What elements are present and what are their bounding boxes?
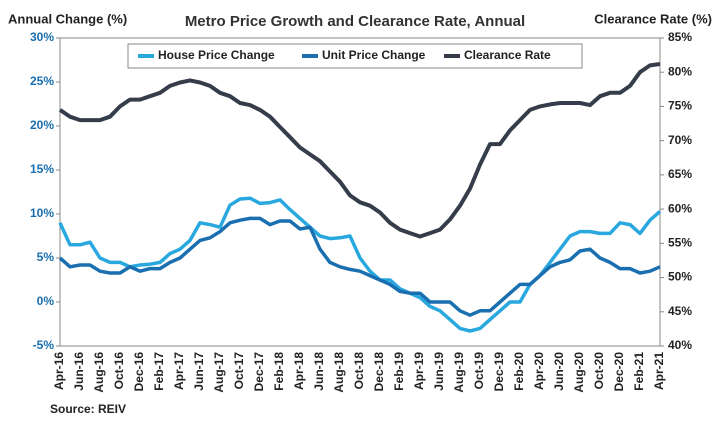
y-tick-label: 10% <box>30 206 54 220</box>
y2-tick-label: 50% <box>668 270 692 284</box>
y-tick-label: 15% <box>30 162 54 176</box>
legend-box <box>127 43 583 69</box>
x-tick-label: Dec-16 <box>132 352 146 392</box>
series-line <box>58 62 661 239</box>
x-tick-label: Jun-16 <box>72 352 86 391</box>
x-tick-label: Feb-18 <box>272 352 286 391</box>
chart-title: Metro Price Growth and Clearance Rate, A… <box>185 13 525 30</box>
x-tick-label: Dec-17 <box>252 352 266 392</box>
y2-tick-label: 45% <box>668 304 692 318</box>
y-tick-label: 5% <box>37 250 55 264</box>
x-tick-label: Apr-19 <box>412 352 426 390</box>
y2-tick-label: 85% <box>668 30 692 44</box>
y2-tick-label: 80% <box>668 64 692 78</box>
series-line <box>58 196 662 333</box>
legend-label: House Price Change <box>158 48 275 62</box>
x-tick-label: Oct-19 <box>472 352 486 390</box>
x-tick-label: Apr-21 <box>652 352 666 390</box>
x-tick-label: Feb-20 <box>512 352 526 391</box>
y2-tick-label: 65% <box>668 167 692 181</box>
x-tick-label: Aug-20 <box>572 352 586 393</box>
source: Source: REIV <box>50 402 126 416</box>
y2-tick-label: 55% <box>668 236 692 250</box>
x-tick-label: Jun-19 <box>432 352 446 391</box>
x-tick-label: Dec-20 <box>612 352 626 392</box>
x-tick-label: Jun-18 <box>312 352 326 391</box>
x-tick-label: Jun-20 <box>552 352 566 391</box>
legend-label: Unit Price Change <box>322 48 426 62</box>
x-tick-label: Jun-17 <box>192 352 206 391</box>
y2-tick-label: 75% <box>668 99 692 113</box>
y-tick-label: 20% <box>30 118 54 132</box>
x-tick-label: Feb-19 <box>392 352 406 391</box>
x-tick-label: Aug-19 <box>452 352 466 393</box>
x-tick-label: Apr-18 <box>292 352 306 390</box>
x-tick-label: Aug-17 <box>212 352 226 393</box>
x-tick-label: Oct-18 <box>352 352 366 390</box>
x-tick-label: Dec-18 <box>372 352 386 392</box>
x-tick-label: Dec-19 <box>492 352 506 392</box>
x-tick-label: Feb-21 <box>632 352 646 391</box>
y2-axis-label: Clearance Rate (%) <box>594 11 712 26</box>
y-axis-label: Annual Change (%) <box>8 11 127 26</box>
y-tick-label: 25% <box>30 74 54 88</box>
y2-tick-label: 40% <box>668 338 692 352</box>
x-tick-label: Apr-16 <box>52 352 66 390</box>
x-tick-label: Oct-20 <box>592 352 606 390</box>
y-tick-label: 0% <box>37 294 55 308</box>
plot-frame <box>59 37 661 347</box>
y-tick-label: -5% <box>33 338 55 352</box>
x-tick-label: Feb-17 <box>152 352 166 391</box>
x-tick-label: Oct-17 <box>232 352 246 390</box>
legend-label: Clearance Rate <box>464 48 551 62</box>
y2-tick-label: 60% <box>668 201 692 215</box>
y2-tick-label: 70% <box>668 133 692 147</box>
x-tick-label: Aug-18 <box>332 352 346 393</box>
x-tick-label: Oct-16 <box>112 352 126 390</box>
series-line <box>58 216 661 317</box>
y-tick-label: 30% <box>30 30 54 44</box>
x-tick-label: Apr-17 <box>172 352 186 390</box>
x-tick-label: Aug-16 <box>92 352 106 393</box>
x-tick-label: Apr-20 <box>532 352 546 390</box>
